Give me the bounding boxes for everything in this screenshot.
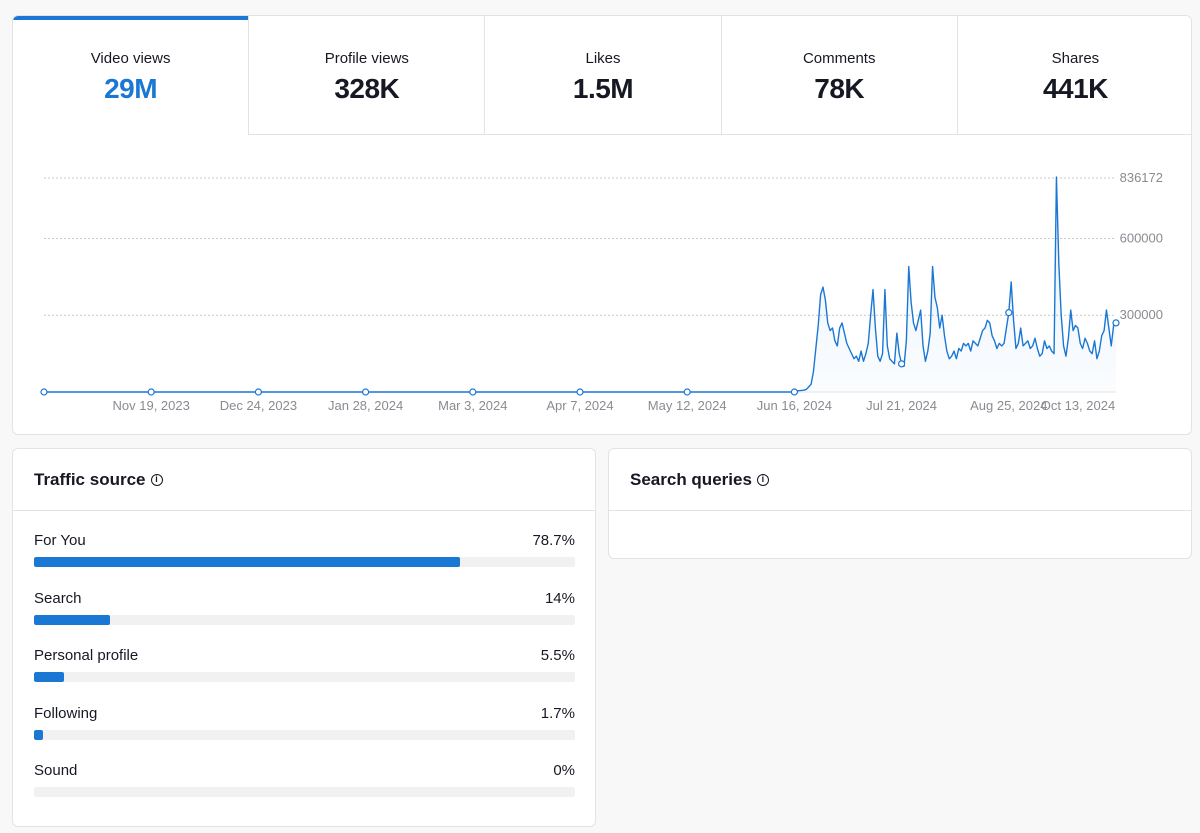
source-label: Sound xyxy=(34,762,78,779)
y-tick-label: 836172 xyxy=(1120,170,1163,185)
x-tick-label: Oct 13, 2024 xyxy=(1041,398,1115,413)
traffic-source-list: For You 78.7% Search 14% Personal profil… xyxy=(13,531,595,819)
source-row: Search 14% xyxy=(34,589,575,609)
metric-tabs: Video views 29M Profile views 328K Likes… xyxy=(13,16,1191,135)
traffic-source-header: Traffic source i xyxy=(13,449,595,511)
source-value: 78.7% xyxy=(532,532,575,549)
card-title: Traffic source xyxy=(34,469,146,489)
source-label: Search xyxy=(34,589,82,607)
progress-bar-fill xyxy=(34,729,44,740)
source-value: 5.5% xyxy=(540,647,575,664)
source-label: Personal profile xyxy=(34,647,139,664)
x-tick-label: Nov 19, 2023 xyxy=(113,398,190,413)
y-tick-label: 300000 xyxy=(1120,307,1163,322)
tab-shares[interactable]: Shares 441K xyxy=(956,16,1191,135)
metric-label: Video views xyxy=(90,50,171,67)
data-point-marker xyxy=(1112,319,1120,327)
progress-bar-track xyxy=(34,557,575,567)
views-chart: 836172 600000 300000 Nov 19, 2023 Dec 24, 20… xyxy=(40,170,1163,413)
tab-video-views[interactable]: Video views 29M xyxy=(13,16,249,135)
progress-bar-track xyxy=(34,614,575,625)
data-point-marker xyxy=(469,388,477,396)
overview-card: 836172 600000 300000 Nov 19, 2023 Dec 24, 20… xyxy=(12,15,1192,435)
traffic-source-item: For You 78.7% xyxy=(34,531,575,589)
source-row: Personal profile 5.5% xyxy=(34,646,575,666)
source-value: 0% xyxy=(553,762,575,779)
traffic-source-item: Sound 0% xyxy=(34,761,575,819)
data-point-marker xyxy=(254,388,262,396)
x-tick-label: Aug 25, 2024 xyxy=(970,398,1047,413)
data-point-marker xyxy=(362,388,370,396)
source-value: 1.7% xyxy=(540,704,575,722)
search-queries-card: Search queries i xyxy=(608,448,1192,559)
x-tick-label: May 12, 2024 xyxy=(648,398,727,413)
data-point-marker xyxy=(790,388,799,396)
tab-comments[interactable]: Comments 78K xyxy=(720,16,957,135)
traffic-source-card: Traffic source i For You 78.7% Search 14… xyxy=(12,448,596,827)
metric-label: Likes xyxy=(585,50,621,67)
metric-value: 1.5M xyxy=(572,73,634,104)
progress-bar-fill xyxy=(34,614,110,625)
series-area xyxy=(44,177,1116,392)
traffic-source-item: Search 14% xyxy=(34,589,575,647)
data-point-marker xyxy=(576,388,584,396)
metric-value: 29M xyxy=(104,73,158,104)
x-tick-label: Jul 21, 2024 xyxy=(866,398,937,413)
data-point-marker xyxy=(40,388,48,396)
traffic-source-item: Personal profile 5.5% xyxy=(34,646,575,704)
x-tick-label: Jan 28, 2024 xyxy=(328,398,403,413)
progress-bar-track xyxy=(34,729,575,740)
info-icon[interactable]: i xyxy=(756,473,769,486)
source-row: Following 1.7% xyxy=(34,704,575,724)
data-point-marker xyxy=(1005,309,1013,317)
progress-bar-fill xyxy=(34,557,460,567)
x-tick-label: Jun 16, 2024 xyxy=(757,398,832,413)
traffic-source-item: Following 1.7% xyxy=(34,704,575,762)
x-tick-label: Dec 24, 2023 xyxy=(220,398,297,413)
card-title: Search queries xyxy=(630,469,752,489)
source-label: Following xyxy=(34,704,98,722)
metric-value: 78K xyxy=(814,73,865,104)
metric-value: 328K xyxy=(334,73,400,104)
x-tick-label: Mar 3, 2024 xyxy=(438,398,507,413)
data-point-marker xyxy=(147,388,155,396)
search-queries-header: Search queries i xyxy=(609,449,1191,511)
x-tick-label: Apr 7, 2024 xyxy=(546,398,613,413)
data-point-marker xyxy=(897,360,906,368)
metric-label: Profile views xyxy=(324,50,409,67)
tab-profile-views[interactable]: Profile views 328K xyxy=(248,16,485,135)
source-label: For You xyxy=(34,532,86,549)
source-value: 14% xyxy=(544,589,575,607)
tab-likes[interactable]: Likes 1.5M xyxy=(484,16,721,135)
progress-bar-fill xyxy=(34,672,64,682)
metric-label: Shares xyxy=(1051,50,1100,67)
metric-label: Comments xyxy=(802,50,876,67)
progress-bar-track xyxy=(34,787,575,797)
progress-bar-track xyxy=(34,672,575,682)
metric-value: 441K xyxy=(1042,73,1108,104)
info-icon[interactable]: i xyxy=(150,473,163,486)
y-tick-label: 600000 xyxy=(1120,230,1163,245)
source-row: For You 78.7% xyxy=(34,531,575,551)
data-point-marker xyxy=(683,388,691,396)
source-row: Sound 0% xyxy=(34,761,575,781)
